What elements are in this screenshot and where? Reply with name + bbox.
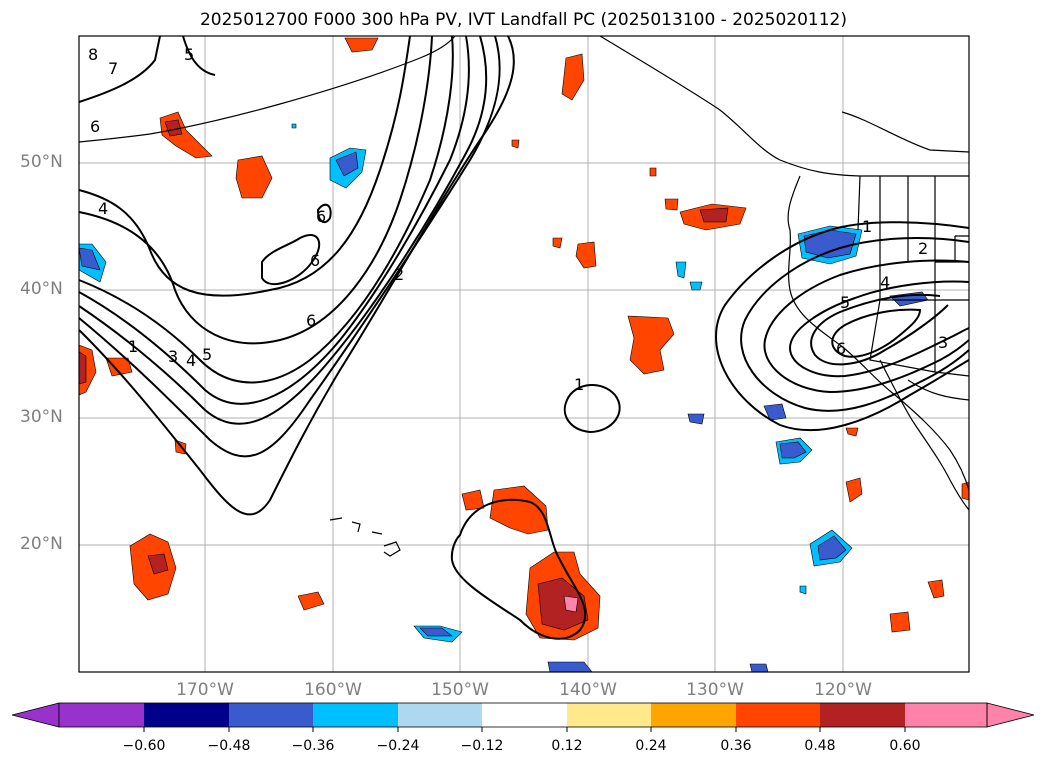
lon-label: 150°W	[431, 680, 489, 700]
colorbar-swatch	[482, 703, 567, 727]
pv-contours	[78, 35, 970, 640]
colorbar-over-arrow	[986, 702, 1035, 728]
contour-label: 2	[918, 239, 928, 258]
colorbar-swatch	[313, 703, 398, 727]
map-title: 2025012700 F000 300 hPa PV, IVT Landfall…	[199, 10, 847, 30]
colorbar-swatch	[567, 703, 651, 727]
colorbar-under-arrow	[11, 702, 60, 728]
contour-label: 4	[98, 199, 108, 218]
colorbar-tick-label: 0.12	[551, 738, 583, 754]
contour-label: 6	[306, 311, 316, 330]
lat-label: 20°N	[20, 534, 63, 554]
contour-label: 5	[202, 345, 212, 364]
colorbar-swatch	[905, 703, 987, 727]
colorbar-tick-label: −0.60	[122, 738, 166, 754]
lon-label: 120°W	[814, 680, 872, 700]
contour-label: 7	[108, 59, 118, 78]
lat-label: 30°N	[20, 407, 63, 427]
colorbar-swatch	[144, 703, 229, 727]
contour-label: 3	[938, 333, 948, 352]
colorbar-tick-label: 0.36	[720, 738, 752, 754]
lon-label: 140°W	[559, 680, 617, 700]
contour-label: 5	[840, 293, 850, 312]
colorbar-swatch	[59, 703, 144, 727]
colorbar-swatch	[736, 703, 820, 727]
colorbar-tick-label: 0.48	[804, 738, 836, 754]
contour-label: 6	[836, 339, 846, 358]
contour-label: 2	[394, 265, 404, 284]
colorbar-tick-label: 0.60	[889, 738, 921, 754]
lat-label: 50°N	[20, 152, 63, 172]
lat-label: 40°N	[20, 279, 63, 299]
positive-anomaly-fills	[78, 37, 970, 641]
contour-label: 1	[128, 337, 138, 356]
colorbar-tick-label: 0.24	[635, 738, 667, 754]
colorbar-tick-label: −0.36	[291, 738, 335, 754]
contour-label: 4	[880, 273, 890, 292]
colorbar-swatch	[229, 703, 313, 727]
contour-labels: 8 7 5 6 4 6 6 2 6 1 3 4 5 1 1 2 4 5 6 3	[88, 45, 948, 394]
colorbar-tick-label: −0.24	[376, 738, 420, 754]
map-border	[78, 35, 970, 673]
contour-label: 1	[574, 375, 584, 394]
colorbar-swatch	[398, 703, 482, 727]
contour-label: 6	[310, 251, 320, 270]
contour-label: 6	[90, 117, 100, 136]
colorbar-tick-label: −0.12	[460, 738, 504, 754]
coastlines	[78, 35, 970, 557]
colorbar	[11, 702, 1035, 732]
contour-label: 8	[88, 45, 98, 64]
contour-label: 3	[168, 347, 178, 366]
contour-label: 6	[316, 207, 326, 226]
lon-label: 130°W	[686, 680, 744, 700]
colorbar-swatch	[820, 703, 905, 727]
contour-label: 5	[184, 45, 194, 64]
colorbar-tick-label: −0.48	[207, 738, 251, 754]
lon-label: 170°W	[176, 680, 234, 700]
contour-label: 1	[862, 217, 872, 236]
contour-label: 4	[186, 351, 196, 370]
lon-label: 160°W	[304, 680, 362, 700]
colorbar-swatch	[651, 703, 736, 727]
